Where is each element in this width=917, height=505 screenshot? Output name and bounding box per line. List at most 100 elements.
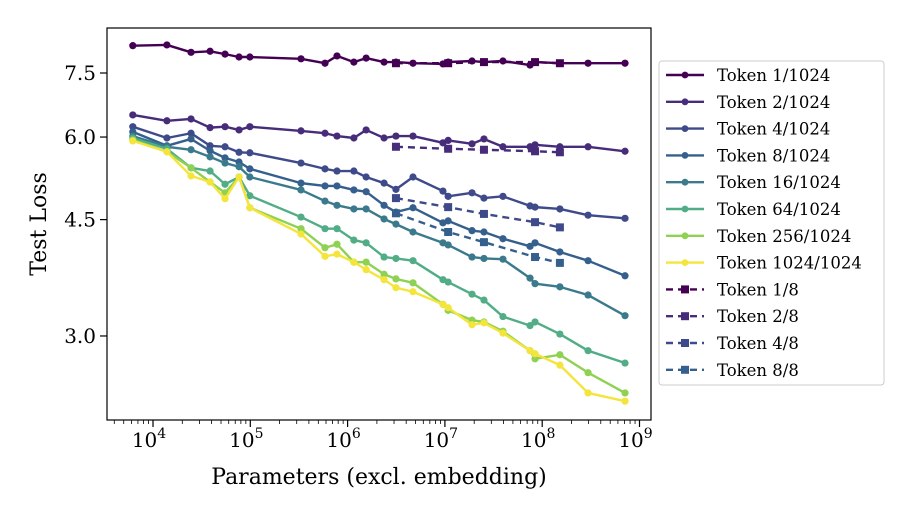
data-point [221,143,229,151]
series-layer [129,41,629,405]
series-token-8-1024 [129,128,629,280]
x-tick-label: 106 [326,426,360,452]
data-point [163,117,171,125]
data-point-square [444,59,453,68]
data-point [321,165,329,173]
x-tick-exponent: 7 [449,426,458,442]
data-point [362,205,370,213]
legend-label: Token 256/1024 [717,227,851,246]
legend-item: Token 4/1024 [666,120,830,139]
x-tick-exponent: 4 [157,426,166,442]
data-point [187,115,195,123]
data-point [526,242,534,250]
legend-item: Token 8/1024 [666,146,830,165]
x-tick-label: 107 [424,426,458,452]
data-point [380,215,388,223]
data-point-square [444,203,453,212]
data-point [531,239,539,247]
data-point [350,58,358,66]
data-point [584,291,592,299]
data-point [621,397,629,405]
data-point [584,257,592,265]
data-point [480,228,488,236]
data-point [321,225,329,233]
legend-item: Token 64/1024 [666,200,841,219]
data-point [380,134,388,142]
x-axis-label: Parameters (excl. embedding) [211,465,546,490]
data-point [392,275,400,283]
data-point [584,211,592,219]
data-point [206,124,214,132]
x-tick-base: 10 [229,428,254,452]
data-point [531,203,539,211]
x-tick-base: 10 [521,428,546,452]
data-point [409,257,417,265]
series-token-4-1024 [129,123,629,222]
x-tick-label: 104 [132,426,166,452]
data-point [468,140,476,148]
data-point [206,153,214,161]
data-point-square [391,194,400,203]
data-point-square [555,223,564,232]
data-point [350,134,358,142]
data-point-square [531,147,540,156]
legend-marker-square [681,285,689,294]
x-tick-base: 10 [424,428,449,452]
legend-item: Token 2/1024 [666,93,830,112]
data-point [221,123,229,131]
data-point [187,135,195,143]
data-point [499,312,507,321]
data-point [499,192,507,200]
data-point [392,284,400,292]
data-point [333,250,341,258]
x-tick-label: 109 [618,426,652,452]
data-point [129,123,137,131]
data-point [221,154,229,162]
data-point [468,321,476,329]
data-point [444,241,452,249]
legend-label: Token 8/1024 [717,146,830,165]
data-point [221,180,229,188]
series-token-2-1024 [129,111,629,155]
data-point [439,300,447,308]
data-point [333,52,341,60]
data-point [444,192,452,200]
legend-marker [681,71,689,79]
data-point [246,123,254,131]
legend-label: Token 8/8 [717,361,799,380]
data-point [531,141,539,149]
data-point [350,167,358,175]
data-point [163,148,171,156]
series-line [395,212,561,265]
legend-marker-square [681,339,689,347]
data-point [380,270,388,278]
data-point [321,197,329,205]
series-token-8-8 [391,209,564,267]
data-point [380,58,388,66]
data-point [380,253,388,261]
data-point [621,389,629,397]
data-point-square [391,59,400,68]
data-point [235,126,243,134]
data-point [556,330,564,338]
data-point [129,42,137,50]
data-point [531,350,539,358]
data-point [480,135,488,143]
data-point [362,54,370,62]
data-point [297,225,305,233]
data-point [350,258,358,266]
data-point [584,369,592,377]
data-point [297,213,305,221]
data-point [444,136,452,145]
legend-label: Token 4/1024 [717,120,830,139]
x-tick-base: 10 [618,428,643,452]
data-point [235,53,243,61]
data-point [246,53,254,61]
data-point [556,361,564,369]
legend-marker [681,232,689,240]
data-point-square [479,238,488,247]
data-point [621,59,629,67]
data-point [468,290,476,298]
data-point-square [444,144,453,153]
data-point [297,55,305,63]
